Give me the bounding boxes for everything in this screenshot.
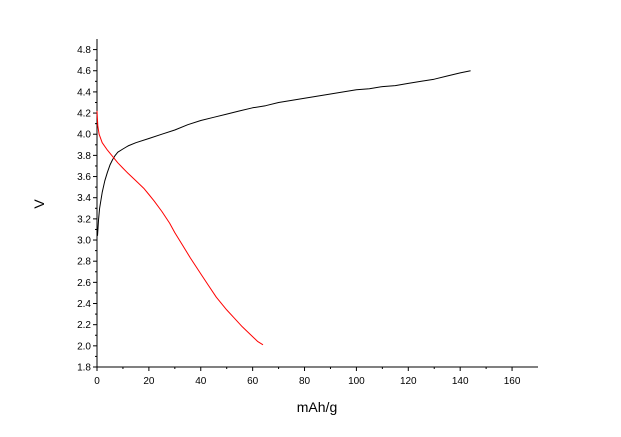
x-tick-label: 40 <box>195 376 207 387</box>
y-tick-label: 2.6 <box>77 278 91 289</box>
y-tick-label: 2.0 <box>77 341 91 352</box>
y-tick-label: 4.2 <box>77 109 91 120</box>
x-tick-label: 60 <box>247 376 259 387</box>
series-line-2 <box>96 110 264 346</box>
x-tick-label: 100 <box>348 376 365 387</box>
y-tick-label: 4.8 <box>77 45 91 56</box>
y-axis-title: V <box>31 199 47 209</box>
y-tick-label: 4.0 <box>77 130 91 141</box>
y-tick-label: 2.4 <box>77 299 91 310</box>
x-tick-label: 20 <box>143 376 155 387</box>
x-tick-label: 160 <box>504 376 521 387</box>
y-tick-label: 3.8 <box>77 151 91 162</box>
x-axis-title: mAh/g <box>297 399 337 415</box>
series-line-1 <box>97 70 471 236</box>
y-tick-label: 1.8 <box>77 363 91 374</box>
y-tick-label: 3.0 <box>77 236 91 247</box>
y-tick-label: 3.2 <box>77 214 91 225</box>
y-tick-label: 2.2 <box>77 320 91 331</box>
y-tick-label: 3.6 <box>77 172 91 183</box>
series-group <box>96 70 471 346</box>
x-tick-label: 120 <box>400 376 417 387</box>
x-ticks: 0 20 40 60 80 100 120 140 160 <box>94 367 521 387</box>
y-tick-label: 4.4 <box>77 87 91 98</box>
x-tick-label: 140 <box>452 376 469 387</box>
x-tick-label: 80 <box>299 376 311 387</box>
y-ticks: 1.8 2.0 2.2 2.4 2.6 2.8 3.0 3.2 3.4 3.6 3.8 4.0 4.2 4… <box>77 45 97 374</box>
y-tick-label: 4.6 <box>77 66 91 77</box>
y-tick-label: 3.4 <box>77 193 91 204</box>
x-tick-label: 0 <box>94 376 100 387</box>
y-tick-label: 2.8 <box>77 257 91 268</box>
